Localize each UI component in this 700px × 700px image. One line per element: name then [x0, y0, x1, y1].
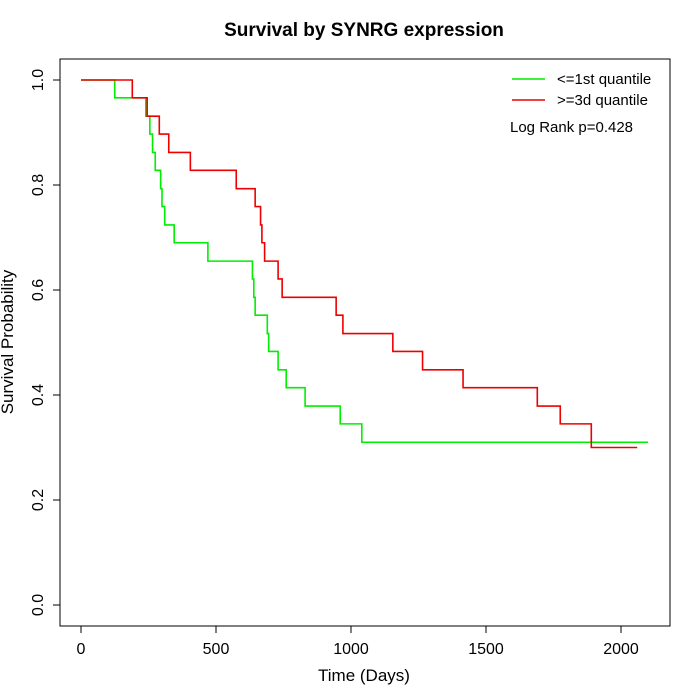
x-tick-label: 0 — [77, 641, 86, 658]
x-tick-label: 500 — [203, 641, 230, 658]
plot-frame — [59, 58, 671, 627]
x-axis-label: Time (Days) — [318, 666, 410, 685]
y-tick-label: 1.0 — [30, 69, 47, 91]
y-axis: 0.0 0.2 0.4 0.6 0.8 1.0 — [30, 69, 61, 616]
chart-title: Survival by SYNRG expression — [224, 20, 504, 41]
legend-label-high: >=3d quantile — [557, 92, 648, 109]
legend-label-low: <=1st quantile — [557, 71, 651, 88]
log-rank-annotation: Log Rank p=0.428 — [510, 119, 633, 136]
x-axis: 0 500 1000 1500 2000 — [77, 625, 639, 658]
y-tick-label: 0.4 — [30, 384, 47, 406]
series-high-quantile-line — [81, 79, 638, 449]
series-layer — [81, 79, 648, 449]
x-tick-label: 1500 — [468, 641, 504, 658]
y-tick-label: 0.6 — [30, 279, 47, 301]
legend: <=1st quantile >=3d quantile — [512, 71, 651, 109]
x-tick-label: 2000 — [603, 641, 639, 658]
y-tick-label: 0.8 — [30, 174, 47, 196]
y-tick-label: 0.0 — [30, 594, 47, 616]
y-tick-label: 0.2 — [30, 489, 47, 511]
x-tick-label: 1000 — [333, 641, 369, 658]
series-low-quantile-line — [81, 79, 648, 444]
y-axis-label: Survival Probability — [0, 269, 17, 414]
